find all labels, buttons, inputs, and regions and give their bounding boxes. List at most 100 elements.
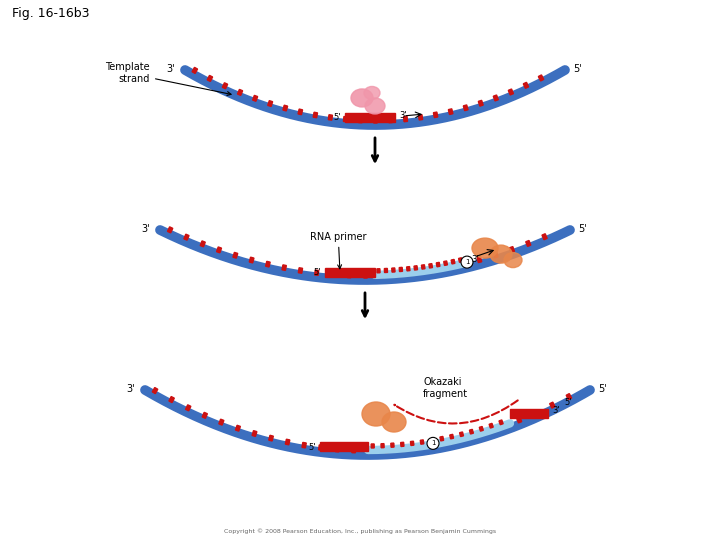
- Bar: [493, 252, 498, 258]
- Ellipse shape: [504, 253, 522, 268]
- Bar: [169, 396, 174, 403]
- Bar: [268, 100, 273, 106]
- Text: 3': 3': [141, 224, 150, 234]
- Text: 5': 5': [333, 113, 341, 123]
- Bar: [235, 426, 240, 431]
- Bar: [451, 438, 455, 444]
- Bar: [320, 442, 368, 451]
- Bar: [418, 114, 423, 120]
- Text: 5': 5': [573, 64, 582, 74]
- Bar: [285, 439, 290, 445]
- Bar: [414, 266, 418, 270]
- Text: Okazaki
fragment: Okazaki fragment: [423, 377, 468, 399]
- Bar: [401, 446, 405, 451]
- Bar: [184, 234, 189, 240]
- Bar: [493, 95, 498, 101]
- Bar: [477, 257, 482, 262]
- Bar: [319, 445, 323, 450]
- Bar: [549, 402, 555, 408]
- Bar: [283, 105, 287, 111]
- Bar: [343, 117, 347, 122]
- Bar: [517, 417, 522, 423]
- Bar: [413, 270, 416, 275]
- Bar: [192, 68, 197, 73]
- Bar: [410, 441, 414, 445]
- Bar: [433, 112, 438, 118]
- Bar: [372, 444, 374, 448]
- Bar: [407, 267, 410, 271]
- Text: 3': 3': [552, 406, 559, 415]
- Bar: [510, 247, 515, 253]
- Ellipse shape: [351, 89, 373, 107]
- Bar: [253, 96, 258, 102]
- Text: 3': 3': [471, 254, 479, 264]
- Bar: [440, 436, 444, 441]
- Bar: [420, 440, 424, 444]
- Bar: [385, 448, 389, 453]
- Bar: [399, 267, 402, 272]
- Bar: [436, 262, 440, 267]
- Text: 5': 5': [578, 224, 587, 234]
- Bar: [484, 429, 488, 435]
- Bar: [469, 429, 473, 434]
- Bar: [374, 118, 377, 123]
- Bar: [207, 76, 212, 82]
- Bar: [325, 268, 375, 276]
- Bar: [478, 100, 483, 106]
- Bar: [449, 109, 453, 114]
- Bar: [434, 441, 438, 447]
- Text: 5': 5': [598, 384, 607, 394]
- Circle shape: [461, 256, 473, 268]
- Text: 1: 1: [431, 440, 436, 447]
- Bar: [369, 448, 372, 453]
- Bar: [336, 447, 339, 452]
- Text: 5': 5': [564, 399, 572, 407]
- Bar: [400, 442, 404, 447]
- Bar: [451, 259, 455, 264]
- Bar: [459, 258, 462, 262]
- FancyArrowPatch shape: [395, 400, 518, 423]
- Bar: [461, 261, 465, 267]
- Bar: [480, 427, 483, 431]
- Bar: [450, 434, 454, 439]
- Bar: [345, 113, 395, 122]
- Bar: [459, 432, 464, 436]
- Bar: [526, 240, 531, 246]
- Bar: [510, 409, 548, 418]
- Bar: [418, 444, 422, 450]
- Text: Fig. 16-16b3: Fig. 16-16b3: [12, 7, 89, 20]
- Bar: [523, 82, 528, 89]
- Text: Template
strand: Template strand: [105, 62, 231, 96]
- Bar: [282, 265, 287, 271]
- Bar: [298, 109, 302, 114]
- Bar: [430, 438, 433, 443]
- Bar: [252, 430, 257, 436]
- Bar: [391, 443, 394, 447]
- Bar: [219, 419, 224, 425]
- Bar: [380, 273, 384, 278]
- Text: 3': 3': [399, 111, 407, 120]
- Bar: [384, 268, 387, 273]
- Bar: [445, 265, 449, 270]
- Bar: [396, 272, 400, 277]
- Bar: [542, 234, 547, 240]
- Bar: [186, 405, 191, 411]
- Bar: [352, 448, 356, 453]
- Text: 3': 3': [127, 384, 135, 394]
- Bar: [467, 434, 472, 440]
- Ellipse shape: [490, 245, 512, 263]
- Bar: [298, 268, 302, 273]
- Bar: [533, 410, 539, 416]
- Bar: [266, 261, 270, 267]
- Bar: [381, 444, 384, 448]
- Bar: [202, 413, 207, 418]
- Bar: [200, 241, 205, 247]
- Bar: [217, 247, 222, 253]
- Text: 3': 3': [166, 64, 175, 74]
- Bar: [464, 105, 468, 111]
- Bar: [331, 272, 335, 277]
- Ellipse shape: [365, 98, 385, 114]
- Bar: [429, 264, 433, 268]
- Text: 1: 1: [464, 259, 469, 265]
- Ellipse shape: [362, 402, 390, 426]
